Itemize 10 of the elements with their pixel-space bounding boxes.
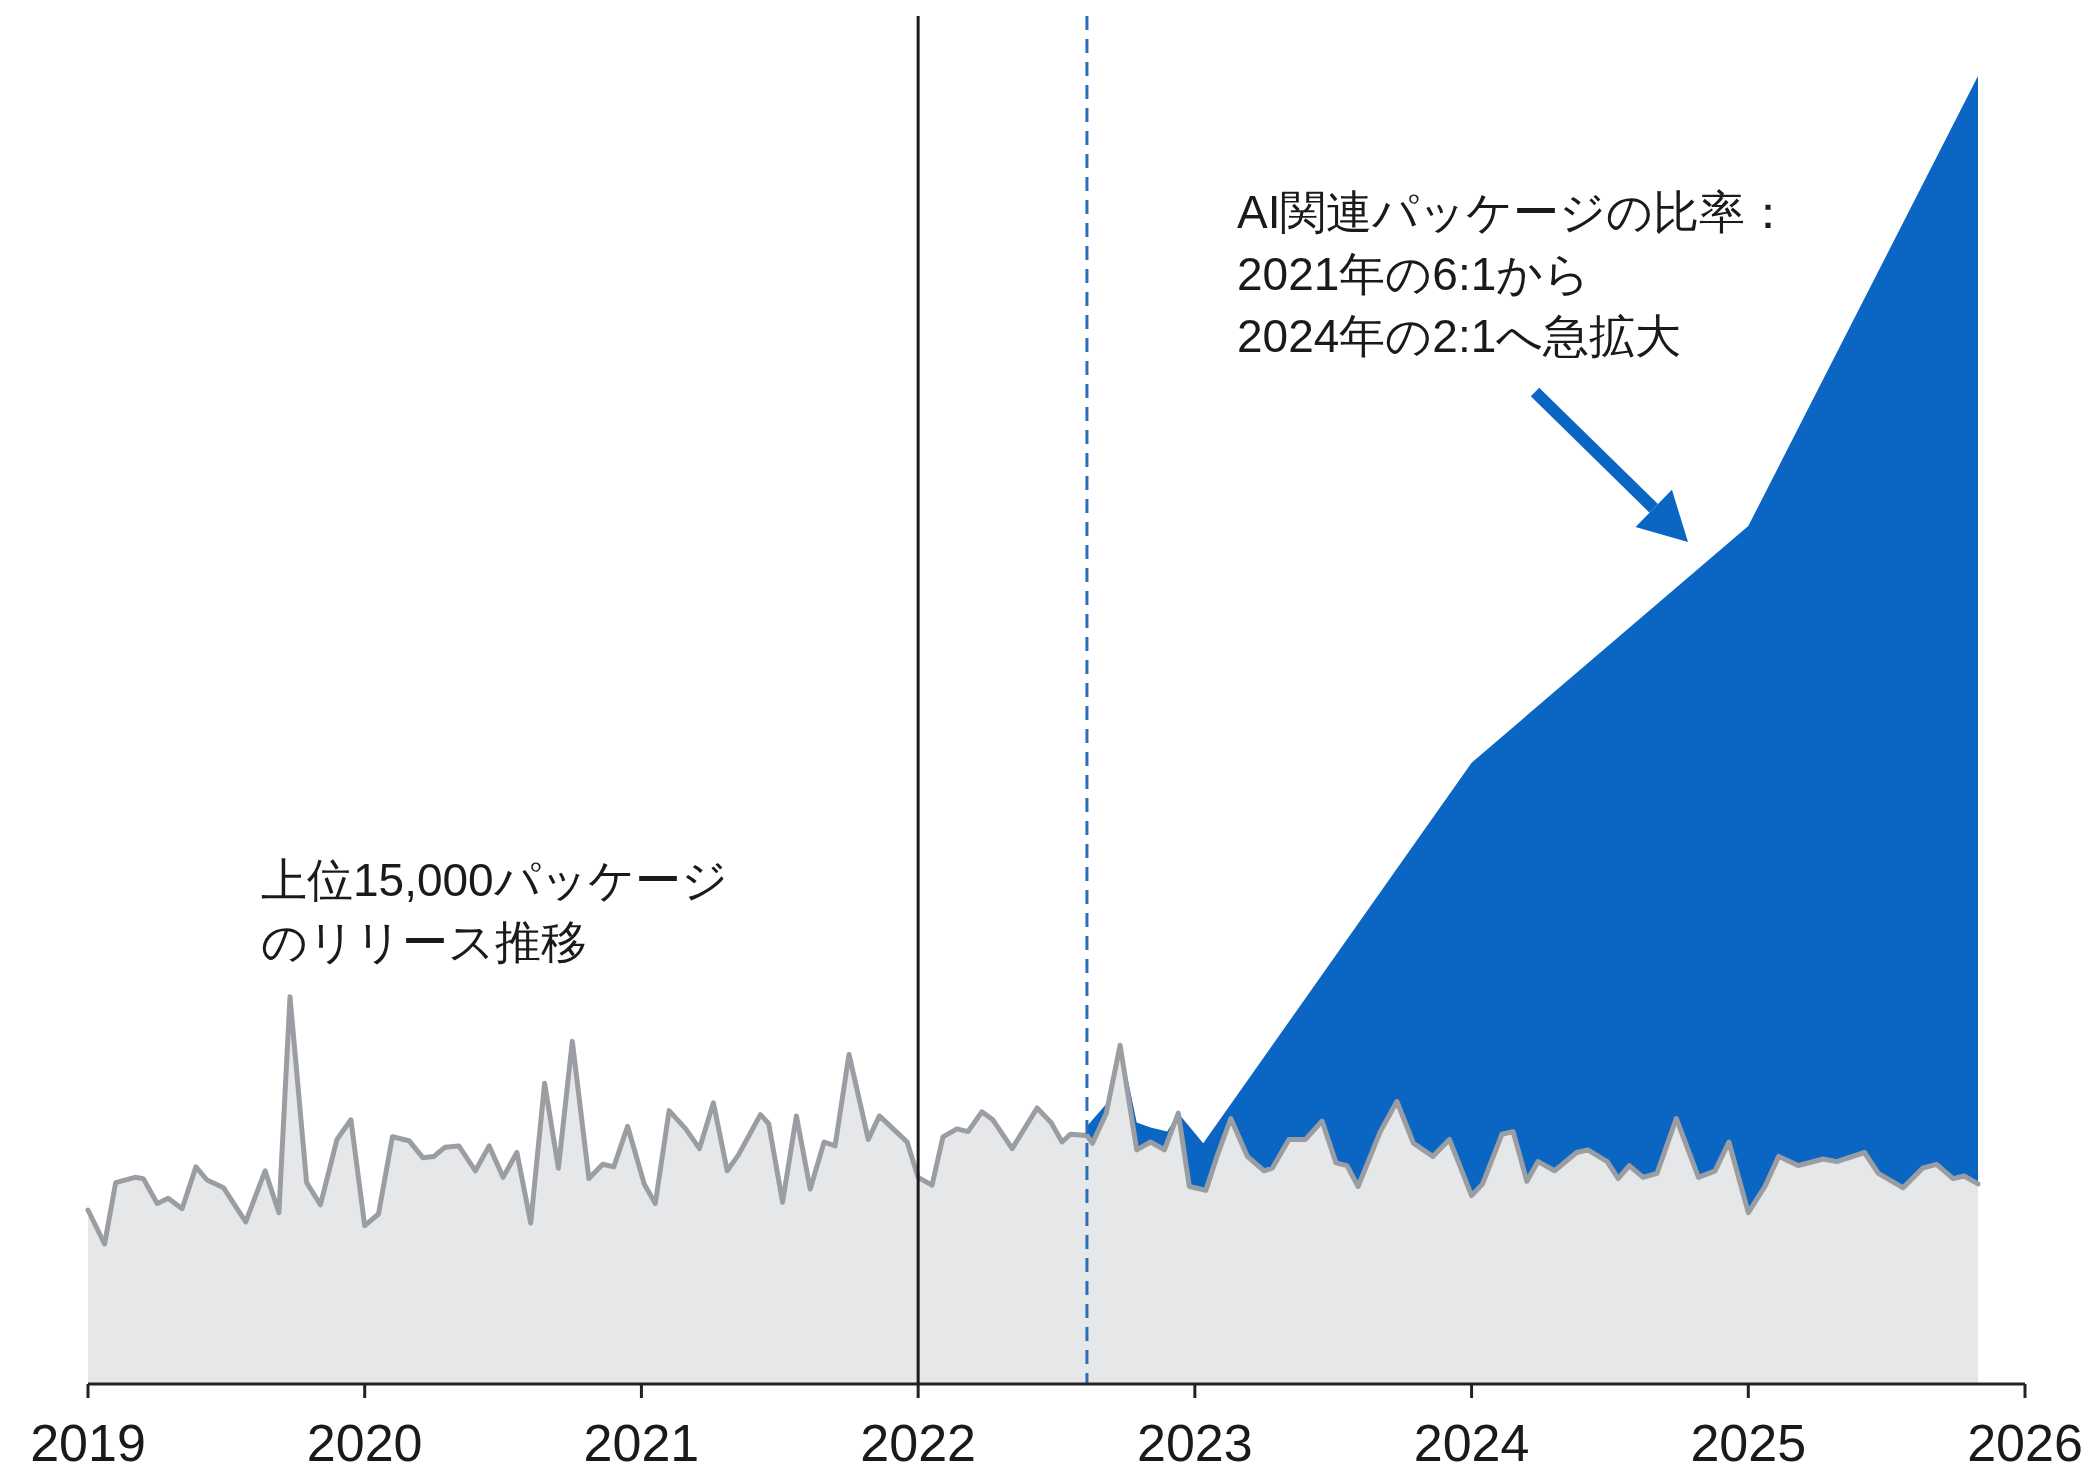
x-tick-label: 2021	[583, 1414, 700, 1471]
x-tick-label: 2019	[30, 1414, 146, 1471]
x-tick-label: 2022	[860, 1414, 976, 1471]
x-tick-label: 2020	[306, 1414, 423, 1471]
x-tick-label: 2025	[1690, 1414, 1807, 1471]
x-tick-label: 2024	[1413, 1414, 1530, 1471]
x-tick-label: 2026	[1967, 1414, 2083, 1471]
x-tick-label: 2023	[1137, 1414, 1253, 1471]
annotation: AI関連パッケージの比率：2021年の6:1から2024年の2:1へ急拡大	[1237, 186, 1792, 362]
annotation: 上位15,000パッケージのリリース推移	[261, 854, 728, 968]
